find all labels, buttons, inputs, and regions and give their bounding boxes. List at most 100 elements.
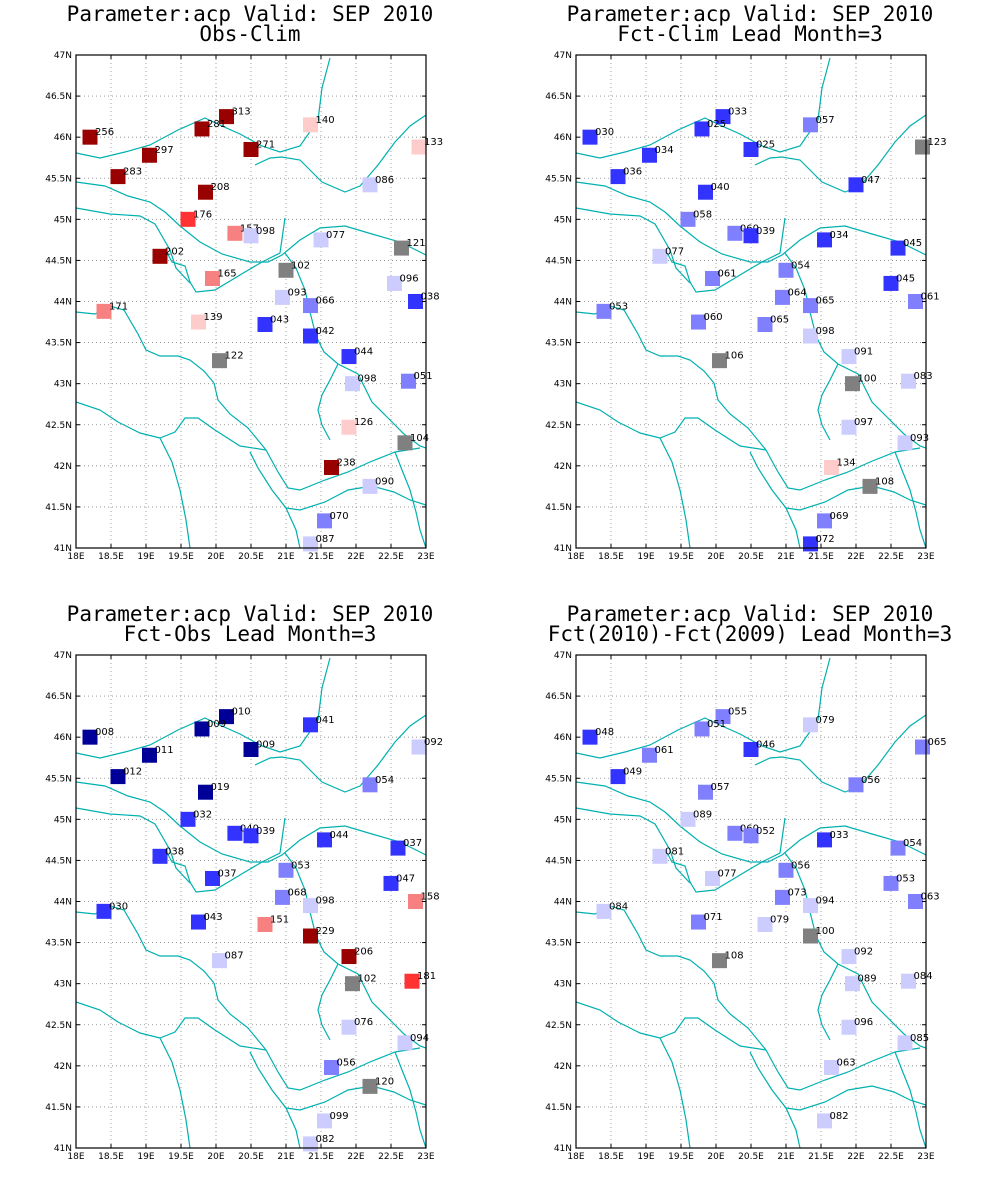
station-marker [824, 459, 839, 475]
y-tick-label: 46.5N [545, 692, 572, 702]
station-value-label: 054 [375, 775, 394, 786]
station-marker [883, 275, 899, 291]
boundary-line [576, 57, 831, 159]
station-marker [715, 709, 731, 725]
station-marker [317, 1113, 332, 1129]
station-marker [757, 917, 773, 933]
station-marker [387, 275, 402, 291]
boundary-line [76, 401, 421, 491]
station-value-label: 087 [316, 534, 335, 545]
station-value-label: 108 [875, 476, 894, 487]
y-tick-label: 47N [54, 51, 72, 61]
station-value-label: 011 [155, 745, 174, 756]
station-value-label: 082 [830, 1111, 849, 1122]
station-marker [180, 811, 196, 827]
station-marker [596, 303, 612, 319]
boundary-line [659, 1037, 691, 1148]
y-tick-label: 46.5N [45, 692, 72, 702]
station-value-label: 044 [330, 830, 349, 841]
station-marker [219, 109, 234, 125]
boundary-line [576, 207, 691, 284]
boundary-line [317, 963, 339, 1041]
station-value-label: 238 [337, 457, 356, 468]
station-value-label: 045 [903, 238, 922, 249]
map-plot: 2563132812972711401332832080861761570980… [45, 51, 443, 562]
boundary-line [76, 1001, 421, 1091]
x-tick-label: 21E [777, 552, 794, 562]
boundary-line [713, 382, 767, 451]
station-value-label: 099 [330, 1111, 349, 1122]
country-boundaries [576, 657, 926, 1148]
x-tick-label: 19E [637, 1152, 654, 1162]
station-marker [212, 353, 227, 369]
station-value-label: 060 [704, 312, 723, 323]
y-tick-label: 43N [554, 980, 572, 990]
station-value-label: 084 [914, 971, 933, 982]
station-marker [778, 262, 794, 278]
station-marker [397, 435, 413, 451]
y-tick-label: 41.5N [45, 503, 72, 513]
station-marker [775, 889, 790, 905]
station-marker [848, 177, 864, 193]
station-value-label: 171 [109, 301, 128, 312]
station-marker [362, 1078, 378, 1094]
station-marker [841, 1019, 857, 1035]
station-value-label: 093 [288, 287, 307, 298]
station-marker [257, 317, 273, 333]
station-marker [303, 298, 318, 314]
station-marker [362, 478, 378, 494]
x-tick-label: 18E [67, 1152, 84, 1162]
y-tick-label: 44N [54, 298, 72, 308]
boundary-line [749, 1051, 801, 1148]
panel-title-line2: Fct-Clim Lead Month=3 [617, 22, 883, 46]
country-boundaries [576, 57, 926, 548]
station-marker [324, 459, 339, 475]
station-marker [691, 314, 706, 330]
x-tick-label: 19E [637, 552, 654, 562]
station-value-label: 055 [728, 707, 747, 718]
station-value-label: 034 [655, 145, 674, 156]
station-value-label: 046 [756, 739, 775, 750]
station-value-label: 063 [837, 1057, 856, 1068]
station-marker [303, 898, 318, 914]
station-marker [743, 741, 759, 757]
station-value-label: 140 [316, 115, 335, 126]
station-marker [390, 840, 406, 856]
boundary-line [576, 807, 691, 884]
x-tick-label: 22E [847, 1152, 864, 1162]
x-tick-label: 22.5E [378, 1152, 404, 1162]
station-value-label: 010 [232, 707, 251, 718]
station-value-label: 047 [861, 175, 880, 186]
station-value-label: 070 [330, 511, 349, 522]
x-tick-label: 23E [417, 1152, 434, 1162]
station-marker [152, 248, 168, 264]
station-marker [345, 976, 360, 992]
stations: 0480550510610460790650490570560890600520… [582, 707, 947, 1129]
station-marker [841, 949, 857, 965]
y-tick-label: 47N [554, 51, 572, 61]
x-tick-label: 20.5E [738, 1152, 764, 1162]
y-tick-label: 47N [554, 651, 572, 661]
x-tick-label: 21.5E [808, 1152, 834, 1162]
y-tick-label: 46N [54, 733, 72, 743]
station-marker [82, 129, 98, 145]
station-value-label: 051 [707, 719, 726, 730]
station-marker [404, 973, 420, 989]
station-value-label: 313 [232, 107, 251, 118]
x-tick-label: 18E [567, 1152, 584, 1162]
station-marker [194, 721, 210, 737]
boundary-line [164, 217, 286, 293]
x-tick-label: 23E [917, 1152, 934, 1162]
y-tick-label: 43.5N [45, 939, 72, 949]
y-tick-label: 47N [54, 651, 72, 661]
station-marker [227, 825, 243, 841]
station-value-label: 077 [718, 868, 737, 879]
station-marker [96, 903, 112, 919]
station-marker [191, 914, 206, 930]
y-tick-label: 46.5N [45, 92, 72, 102]
station-value-label: 083 [914, 371, 933, 382]
station-value-label: 121 [407, 238, 426, 249]
station-value-label: 047 [396, 873, 415, 884]
panel-title-line2: Fct(2010)-Fct(2009) Lead Month=3 [547, 622, 953, 646]
station-value-label: 094 [410, 1033, 429, 1044]
